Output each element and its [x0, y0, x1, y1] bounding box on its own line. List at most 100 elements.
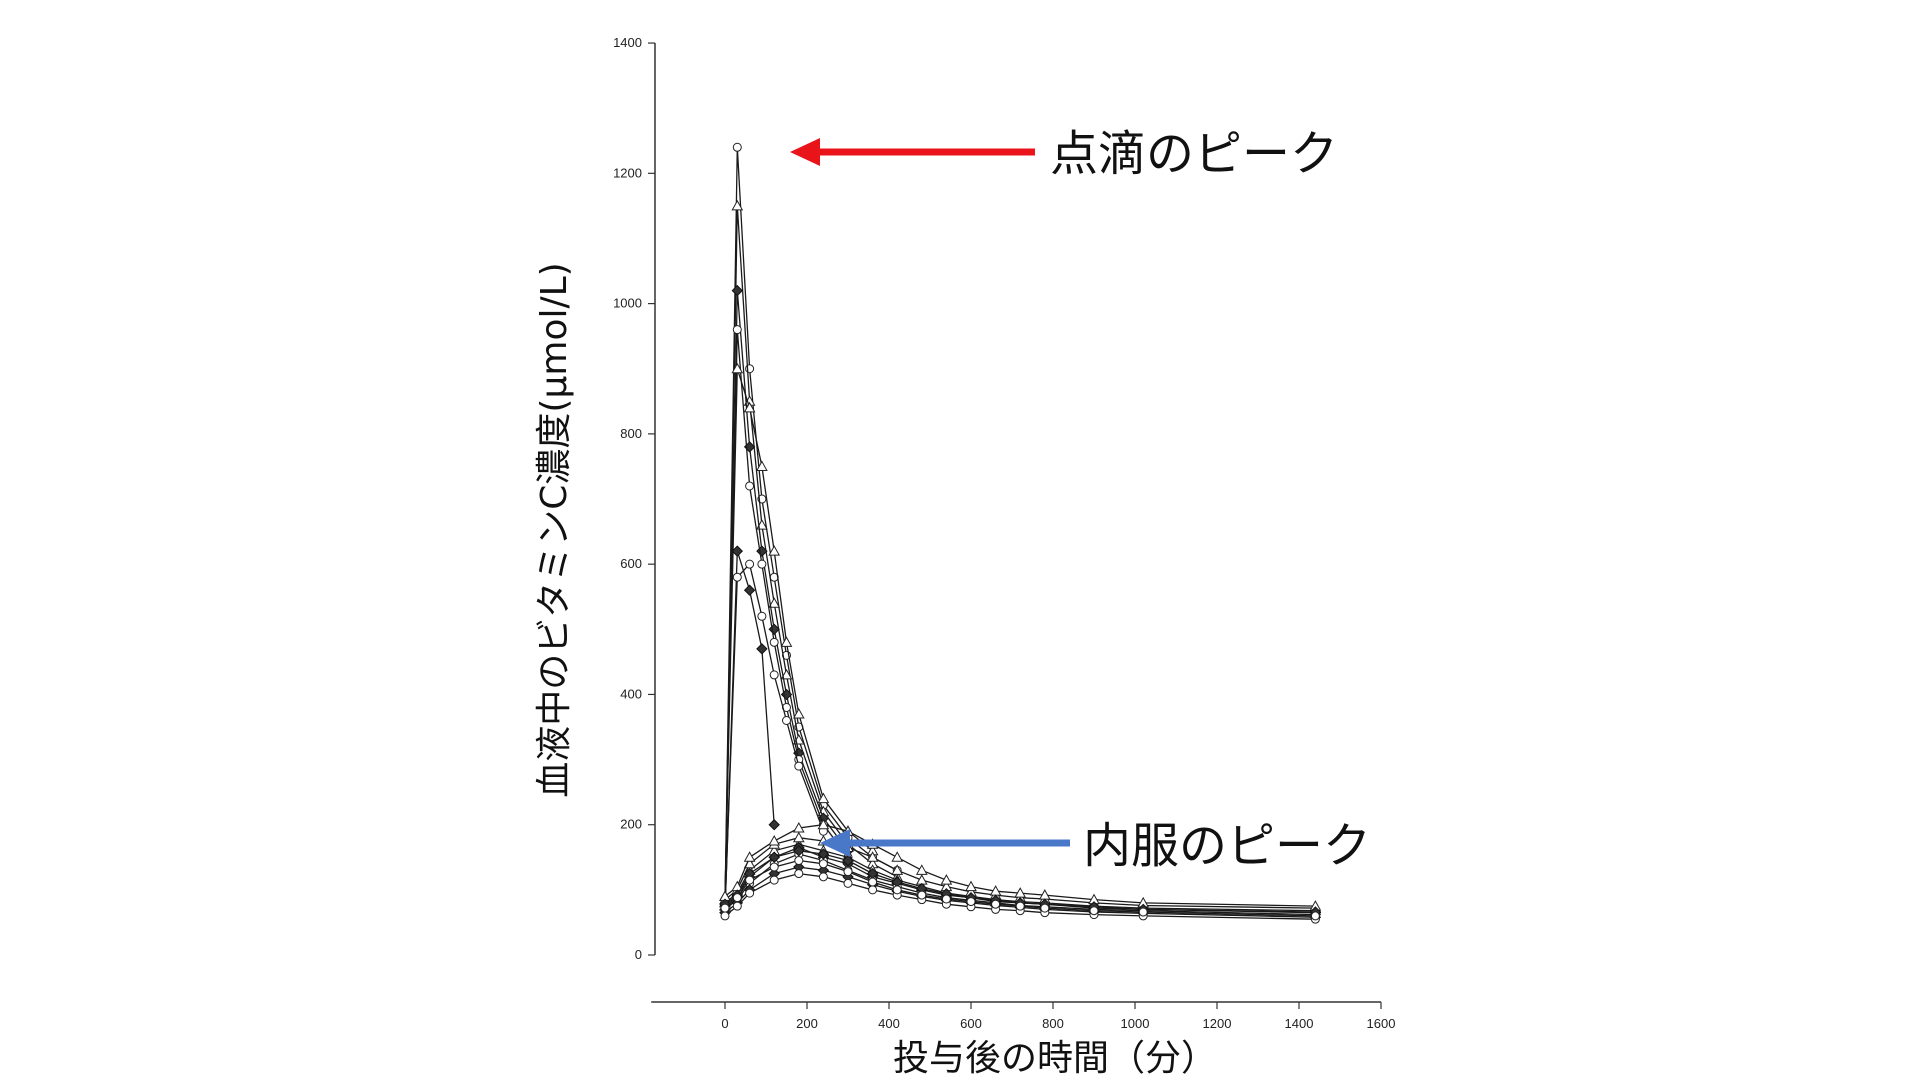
data-point — [966, 897, 976, 907]
data-point — [768, 851, 780, 863]
annotation-label: 点滴のピーク — [1050, 126, 1338, 182]
data-point — [780, 668, 793, 680]
data-point — [720, 903, 730, 913]
data-point — [843, 878, 853, 888]
x-axis-ticks: 0 200 400 600 800 1000 1200 1400 1600 — [721, 1002, 1395, 1031]
data-point — [793, 845, 805, 857]
data-point — [792, 707, 805, 719]
data-point — [1310, 911, 1320, 921]
x-tick-label: 400 — [878, 1016, 900, 1031]
series-line — [724, 850, 1316, 913]
data-point — [732, 142, 742, 152]
data-point — [868, 885, 878, 895]
data-point — [732, 325, 742, 335]
x-tick-label: 600 — [960, 1016, 982, 1031]
data-point — [769, 862, 779, 872]
data-point — [794, 869, 804, 879]
series-line — [724, 147, 898, 903]
data-point — [768, 545, 781, 556]
y-tick-label: 1000 — [613, 296, 642, 311]
data-point — [1089, 906, 1099, 916]
series-line — [724, 872, 1316, 920]
data-point — [769, 875, 779, 885]
y-tick-label: 0 — [635, 947, 642, 962]
data-point — [731, 199, 744, 211]
y-axis-ticks: 0 200 400 600 800 1000 1200 1400 — [613, 35, 655, 962]
y-tick-label: 200 — [620, 817, 642, 832]
x-tick-label: 1000 — [1121, 1016, 1150, 1031]
data-point — [768, 819, 780, 831]
data-point — [891, 851, 904, 862]
data-point — [892, 885, 902, 895]
data-point — [940, 874, 953, 885]
data-point — [745, 559, 755, 569]
data-point — [1040, 903, 1050, 913]
data-point — [745, 888, 755, 898]
data-point — [731, 545, 744, 557]
data-point — [965, 880, 977, 892]
axes — [651, 43, 1381, 1003]
data-point — [817, 848, 830, 860]
data-point — [745, 481, 755, 491]
data-point — [768, 597, 781, 608]
data-point — [731, 284, 744, 297]
data-point — [843, 867, 853, 877]
data-point — [782, 715, 791, 725]
data-point — [794, 761, 804, 771]
data-point — [732, 901, 742, 911]
data-series — [719, 142, 1322, 924]
data-point — [817, 792, 830, 804]
series-line — [724, 205, 898, 907]
data-point — [743, 584, 756, 596]
data-point — [818, 872, 828, 882]
x-tick-label: 1600 — [1367, 1016, 1396, 1031]
data-point — [731, 362, 744, 374]
data-point — [756, 460, 768, 471]
y-tick-label: 400 — [620, 686, 642, 701]
data-point — [757, 611, 767, 621]
data-point — [743, 401, 756, 413]
annotation-label: 内服のピーク — [1083, 818, 1371, 874]
data-point — [732, 572, 742, 582]
data-point — [743, 851, 756, 862]
data-point — [756, 643, 768, 655]
data-point — [780, 636, 793, 647]
data-point — [817, 818, 830, 830]
data-point — [732, 893, 742, 903]
y-tick-label: 800 — [620, 426, 642, 441]
data-point — [842, 854, 854, 867]
data-point — [792, 821, 805, 833]
data-point — [720, 911, 730, 921]
series-line — [724, 368, 874, 897]
x-tick-label: 1400 — [1285, 1016, 1314, 1031]
series-line — [724, 866, 1316, 918]
x-tick-label: 200 — [796, 1016, 818, 1031]
data-point — [818, 859, 828, 869]
data-point — [915, 874, 928, 885]
annotation-arrow-head — [820, 829, 850, 857]
x-tick-label: 1200 — [1203, 1016, 1232, 1031]
data-point — [991, 899, 1001, 909]
data-point — [941, 894, 951, 904]
data-point — [792, 831, 805, 843]
data-point — [769, 670, 779, 680]
data-point — [745, 875, 755, 885]
y-tick-label: 1400 — [613, 35, 642, 50]
data-point — [768, 834, 781, 846]
data-point — [794, 856, 804, 866]
data-point — [1138, 907, 1148, 917]
data-point — [769, 637, 779, 647]
data-point — [1015, 901, 1025, 911]
data-point — [915, 864, 928, 875]
x-axis-label: 投与後の時間（分） — [893, 1038, 1217, 1079]
data-point — [866, 851, 879, 862]
x-tick-label: 800 — [1042, 1016, 1064, 1031]
y-axis-label: 血液中のビタミンC濃度(μmol/L) — [534, 262, 575, 797]
data-point — [1014, 887, 1027, 898]
data-point — [868, 877, 878, 887]
series-line — [724, 859, 1316, 917]
data-point — [917, 890, 927, 900]
series-line — [724, 290, 849, 910]
